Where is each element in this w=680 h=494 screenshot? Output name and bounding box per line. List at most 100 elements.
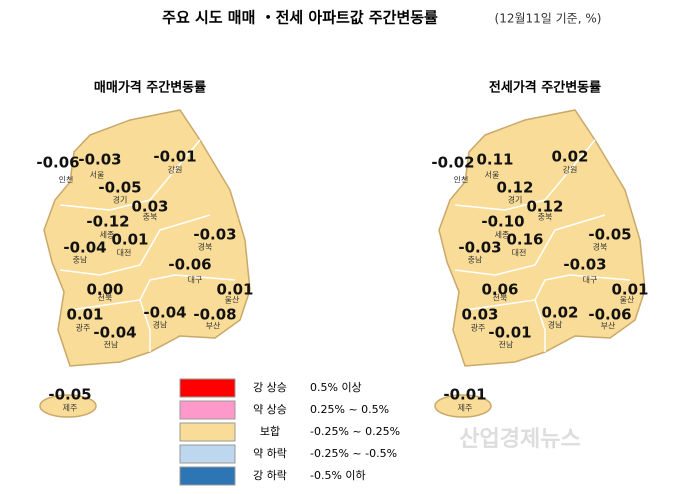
legend-range: -0.25% ~ -0.5% bbox=[310, 447, 397, 460]
region-value: -0.01 bbox=[488, 324, 531, 342]
region-border bbox=[534, 299, 546, 352]
region-name: 광주 bbox=[76, 323, 91, 333]
region-value: -0.12 bbox=[86, 213, 129, 231]
legend-swatch bbox=[179, 422, 236, 442]
legend-swatch bbox=[179, 444, 236, 464]
region-value: -0.08 bbox=[193, 306, 236, 324]
region-name: 세종 bbox=[495, 231, 510, 240]
region-value: 0.02 bbox=[541, 304, 578, 322]
region-value: -0.03 bbox=[78, 151, 121, 169]
legend: 강 상승 0.5% 이상약 상승 0.25% ~ 0.5% 보합 -0.25% ~ 0.… bbox=[179, 378, 400, 486]
region-name: 대전 bbox=[117, 248, 132, 258]
region-name: 대전 bbox=[512, 248, 527, 258]
region-value: 0.12 bbox=[496, 179, 533, 197]
region-name: 경남 bbox=[548, 320, 563, 330]
region-value: 0.03 bbox=[461, 306, 498, 324]
region-name: 경기 bbox=[113, 195, 128, 205]
subtitle: (12월11일 기준, %) bbox=[495, 12, 602, 26]
region-value: -0.05 bbox=[588, 226, 631, 244]
region-border bbox=[454, 139, 596, 211]
region-border bbox=[464, 274, 631, 311]
region-border bbox=[454, 214, 606, 276]
legend-label: 약 하락 bbox=[253, 446, 287, 460]
region-name: 제주 bbox=[458, 404, 473, 413]
region-name: 부산 bbox=[601, 321, 616, 331]
region-name: 충북 bbox=[143, 213, 158, 222]
region-name: 광주 bbox=[471, 323, 486, 333]
region-border bbox=[59, 214, 211, 276]
region-value: -0.04 bbox=[63, 239, 106, 257]
region-value: 0.06 bbox=[481, 281, 518, 299]
region-name: 서울 bbox=[485, 171, 500, 180]
region-value: 0.01 bbox=[216, 281, 253, 299]
region-value: 0.01 bbox=[111, 231, 148, 249]
legend-range: -0.5% 이하 bbox=[310, 468, 366, 482]
region-value: 0.00 bbox=[86, 281, 123, 299]
region-name: 울산 bbox=[620, 295, 635, 305]
region-value: -0.06 bbox=[36, 154, 79, 172]
legend-label: 강 하락 bbox=[253, 468, 287, 482]
main-title: 주요 시도 매매 ・전세 아파트값 주간변동률 bbox=[162, 9, 438, 27]
region-value: -0.01 bbox=[153, 148, 196, 166]
legend-range: -0.25% ~ 0.25% bbox=[310, 425, 400, 438]
legend-range: 0.5% 이상 bbox=[310, 381, 362, 394]
region-name: 전남 bbox=[104, 340, 119, 350]
region-value: 0.01 bbox=[66, 306, 103, 324]
legend-label: 약 상승 bbox=[253, 402, 287, 416]
map-title: 전세가격 주간변동률 bbox=[489, 80, 601, 96]
region-value: 0.12 bbox=[526, 198, 563, 216]
region-name: 부산 bbox=[206, 321, 221, 331]
legend-swatch bbox=[179, 378, 236, 398]
region-border bbox=[139, 299, 151, 352]
region-name: 강원 bbox=[563, 165, 578, 175]
region-value: -0.04 bbox=[93, 324, 136, 342]
region-value: -0.01 bbox=[443, 386, 486, 404]
region-name: 경북 bbox=[593, 242, 608, 252]
region-name: 전남 bbox=[499, 340, 514, 350]
region-name: 대구 bbox=[188, 276, 203, 285]
region-name: 충남 bbox=[73, 256, 88, 265]
region-value: -0.06 bbox=[588, 306, 631, 324]
region-value: 0.11 bbox=[476, 151, 513, 169]
jeju-island bbox=[39, 394, 97, 418]
region-value: -0.04 bbox=[143, 304, 186, 322]
region-name: 경기 bbox=[508, 195, 523, 205]
region-value: -0.03 bbox=[458, 239, 501, 257]
region-name: 인천 bbox=[59, 175, 74, 185]
legend-swatch bbox=[179, 400, 236, 420]
region-name: 경북 bbox=[198, 242, 213, 252]
region-value: -0.05 bbox=[98, 179, 141, 197]
legend-range: 0.25% ~ 0.5% bbox=[310, 403, 389, 416]
region-name: 강원 bbox=[168, 165, 183, 175]
region-name: 전북 bbox=[493, 293, 508, 303]
region-value: -0.05 bbox=[48, 386, 91, 404]
region-name: 충북 bbox=[538, 213, 553, 222]
region-value: 0.16 bbox=[506, 231, 543, 249]
region-name: 대구 bbox=[583, 276, 598, 285]
map-title: 매매가격 주간변동률 bbox=[94, 80, 206, 96]
jeju-island bbox=[434, 394, 492, 418]
region-name: 전북 bbox=[98, 293, 113, 303]
region-border bbox=[69, 274, 236, 311]
region-value: 0.02 bbox=[551, 148, 588, 166]
region-name: 세종 bbox=[100, 231, 115, 240]
legend-label: 강 상승 bbox=[253, 381, 287, 394]
region-name: 울산 bbox=[225, 295, 240, 305]
legend-swatch bbox=[179, 466, 236, 486]
watermark: 산업경제뉴스 bbox=[459, 427, 580, 452]
region-value: -0.03 bbox=[193, 226, 236, 244]
region-value: -0.06 bbox=[168, 256, 211, 274]
region-border bbox=[59, 139, 201, 211]
region-value: -0.03 bbox=[563, 256, 606, 274]
region-name: 경남 bbox=[153, 320, 168, 330]
region-name: 제주 bbox=[63, 404, 78, 413]
region-name: 서울 bbox=[90, 171, 105, 180]
region-name: 인천 bbox=[454, 175, 469, 185]
region-value: 0.01 bbox=[611, 281, 648, 299]
region-value: -0.10 bbox=[481, 213, 524, 231]
region-name: 충남 bbox=[468, 256, 483, 265]
maps: 매매가격 주간변동률-0.06인천-0.03서울-0.05경기-0.01강원0.… bbox=[36, 80, 649, 418]
legend-label: 보합 bbox=[260, 425, 280, 438]
region-value: -0.02 bbox=[431, 154, 474, 172]
